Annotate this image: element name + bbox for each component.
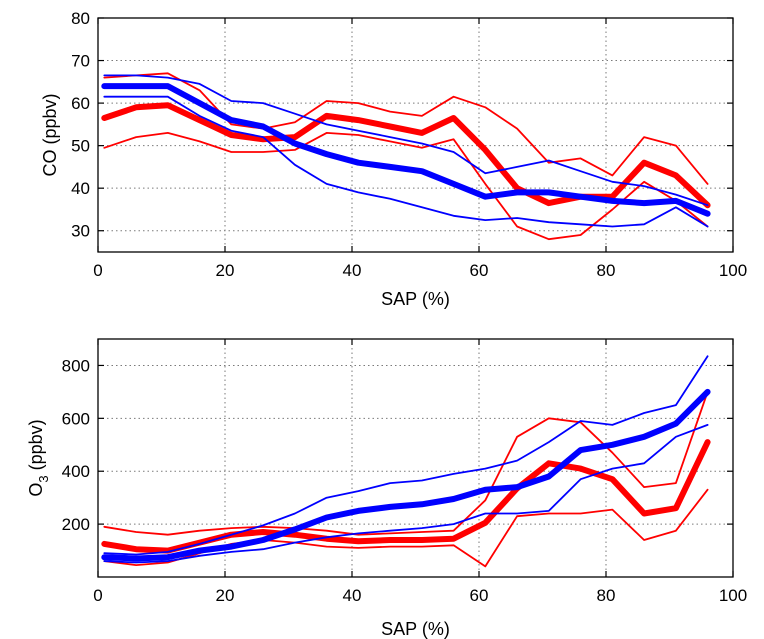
series-line-red-thick-1 <box>101 102 711 209</box>
y-tick-label: 40 <box>71 179 90 198</box>
series-line-blue-thick-4 <box>101 83 711 217</box>
y-tick-label: 600 <box>62 409 90 428</box>
chart-1: 0 20 40 60 80 100 30 40 50 60 70 80 SAP (%) CO (ppbv) <box>40 9 747 309</box>
series-line-blue-thick-4 <box>101 388 711 562</box>
chart-2: 0 20 40 60 80 100 200 400 600 800 SAP (%) O3 (ppbv) <box>26 338 747 639</box>
x-tick-label: 100 <box>719 261 747 280</box>
series-line-red-thin-3 <box>103 131 709 241</box>
y-tick-label: 60 <box>71 94 90 113</box>
y-tick-label: 800 <box>62 356 90 375</box>
series-line-blue-thin-5 <box>103 74 709 207</box>
x-tick-label: 60 <box>470 261 489 280</box>
y-axis-label: O3 (ppbv) <box>26 419 51 496</box>
y-axis-label: CO (ppbv) <box>40 93 60 176</box>
y-tick-label: 70 <box>71 52 90 71</box>
series-line-red-thin-2 <box>103 72 709 185</box>
x-axis-label: SAP (%) <box>381 619 450 639</box>
y-tick-label: 30 <box>71 222 90 241</box>
axes-frame <box>97 338 734 578</box>
axes-frame <box>97 17 734 253</box>
y-tick-label: 50 <box>71 137 90 156</box>
x-tick-label: 20 <box>216 586 235 605</box>
y-tick-label: 80 <box>71 9 90 28</box>
x-tick-label: 80 <box>597 261 616 280</box>
y-tick-label: 200 <box>62 515 90 534</box>
x-tick-label: 40 <box>343 586 362 605</box>
series-line-blue-thin-6 <box>103 423 709 564</box>
series-line-blue-thin-6 <box>103 95 709 228</box>
plot-area <box>98 18 733 252</box>
x-tick-label: 0 <box>93 261 102 280</box>
x-tick-label: 100 <box>719 586 747 605</box>
x-tick-label: 40 <box>343 261 362 280</box>
x-axis-label: SAP (%) <box>381 289 450 309</box>
series-line-red-thick-1 <box>101 439 711 554</box>
y-tick-label: 400 <box>62 462 90 481</box>
series-line-blue-thin-5 <box>103 355 709 556</box>
x-tick-label: 0 <box>93 586 102 605</box>
x-tick-label: 20 <box>216 261 235 280</box>
x-tick-label: 60 <box>470 586 489 605</box>
x-tick-label: 80 <box>597 586 616 605</box>
